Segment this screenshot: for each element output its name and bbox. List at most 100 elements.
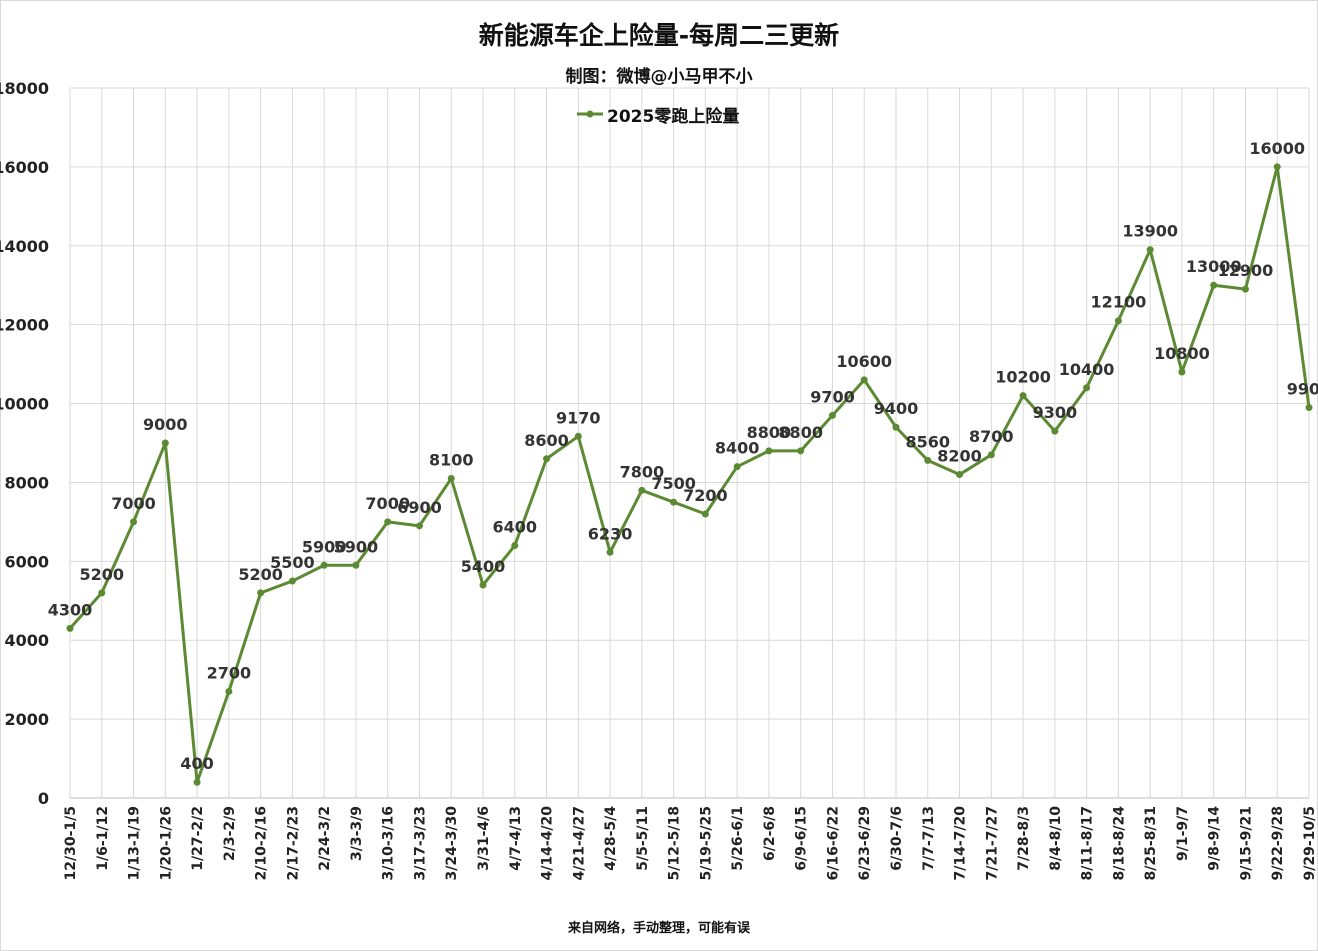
data-label: 12900 [1218,261,1274,280]
y-tick-label: 18000 [0,79,49,98]
data-label: 13000 [1186,257,1242,276]
x-tick-label: 2/17-2/23 [285,806,301,880]
data-point [1051,427,1059,435]
y-tick-label: 14000 [0,237,49,256]
data-label: 8100 [429,451,474,470]
x-tick-label: 4/7-4/13 [508,806,524,871]
x-tick-label: 2/3-2/9 [222,806,238,861]
data-label: 8200 [937,447,982,466]
data-label: 2700 [207,664,252,683]
y-tick-label: 12000 [0,316,49,335]
legend-point-marker [586,110,594,118]
legend-label: 2025零跑上险量 [607,107,740,127]
x-tick-label: 3/3-3/9 [349,806,365,861]
x-tick-label: 5/12-5/18 [667,806,683,880]
x-tick-label: 7/7-7/13 [921,806,937,871]
x-tick-label: 6/9-6/15 [794,806,810,871]
data-label: 9170 [556,408,601,427]
data-point [384,518,392,526]
x-tick-label: 3/17-3/23 [412,806,428,880]
data-label: 7200 [683,486,728,505]
data-label: 9400 [874,399,919,418]
data-label: 4300 [48,600,93,619]
grid-lines [69,87,1310,799]
data-point [1210,281,1218,289]
y-tick-label: 16000 [0,158,49,177]
data-point [130,518,138,526]
x-tick-label: 4/28-5/4 [603,806,619,871]
data-label: 10600 [836,352,892,371]
data-point [511,542,519,550]
data-label: 5200 [238,565,283,584]
data-point [447,475,455,482]
data-label: 8560 [906,432,951,451]
data-label: 16000 [1249,139,1305,158]
data-point [98,589,106,597]
x-tick-label: 5/19-5/25 [698,806,714,880]
data-label: 8800 [747,423,792,442]
data-point [352,561,360,569]
data-label: 6230 [588,524,633,543]
data-point [733,463,741,471]
data-point [765,447,773,455]
y-tick-label: 10000 [0,395,49,414]
data-point [161,439,169,447]
data-label: 7500 [651,474,696,493]
data-point [320,561,328,569]
x-tick-label: 1/13-1/19 [127,806,143,880]
data-point [924,456,932,464]
data-point [670,498,678,506]
data-label: 7000 [365,494,410,513]
x-tick-label: 7/21-7/27 [984,806,1000,880]
data-point [1019,392,1027,400]
x-axis-labels: 12/30-1/5 1/6-1/12 1/13-1/19 1/20-1/26 1/27-… [63,806,1318,881]
data-point [1083,384,1091,392]
x-tick-label: 9/15-9/21 [1238,806,1254,880]
data-label: 9300 [1033,403,1078,422]
data-label: 7800 [620,462,665,481]
x-tick-label: 5/5-5/11 [635,806,651,871]
x-tick-label: 9/22-9/28 [1270,806,1286,880]
data-label: 7000 [111,494,156,513]
x-tick-label: 3/31-4/6 [476,806,492,871]
data-label: 12100 [1091,293,1147,312]
data-label: 8400 [715,439,760,458]
x-tick-label: 9/1-9/7 [1175,806,1191,861]
data-label: 8800 [778,423,823,442]
data-point [479,581,487,589]
y-tick-label: 0 [38,789,49,808]
data-label: 5500 [270,553,315,572]
data-point [66,624,74,632]
data-point [1114,317,1122,325]
data-label: 9700 [810,387,855,406]
y-tick-label: 8000 [4,473,49,492]
x-tick-label: 4/21-4/27 [571,806,587,880]
data-label: 8600 [524,431,569,450]
data-point [1273,163,1281,171]
data-point [543,455,551,463]
footnote: 来自网络，手动整理，可能有误 [567,921,750,936]
y-tick-label: 2000 [4,710,49,729]
data-point [415,522,423,530]
data-point [797,447,805,455]
x-tick-label: 2/10-2/16 [254,806,270,880]
data-label: 6400 [493,518,538,537]
data-point [1146,246,1154,254]
data-point [193,778,201,786]
x-tick-label: 6/30-7/6 [889,806,905,871]
data-point [987,451,995,459]
data-label: 10200 [995,368,1051,387]
data-label: 9900 [1287,380,1318,399]
y-tick-label: 4000 [4,631,49,650]
data-label: 5900 [334,537,379,556]
data-label: 5400 [461,557,506,576]
data-point [892,423,900,431]
data-point [701,510,709,518]
data-label: 5200 [80,565,125,584]
data-point [257,589,265,597]
legend [577,110,603,118]
x-tick-label: 3/10-3/16 [381,806,397,880]
x-tick-label: 6/16-6/22 [825,806,841,880]
data-point [225,688,233,695]
data-label: 400 [180,754,213,773]
